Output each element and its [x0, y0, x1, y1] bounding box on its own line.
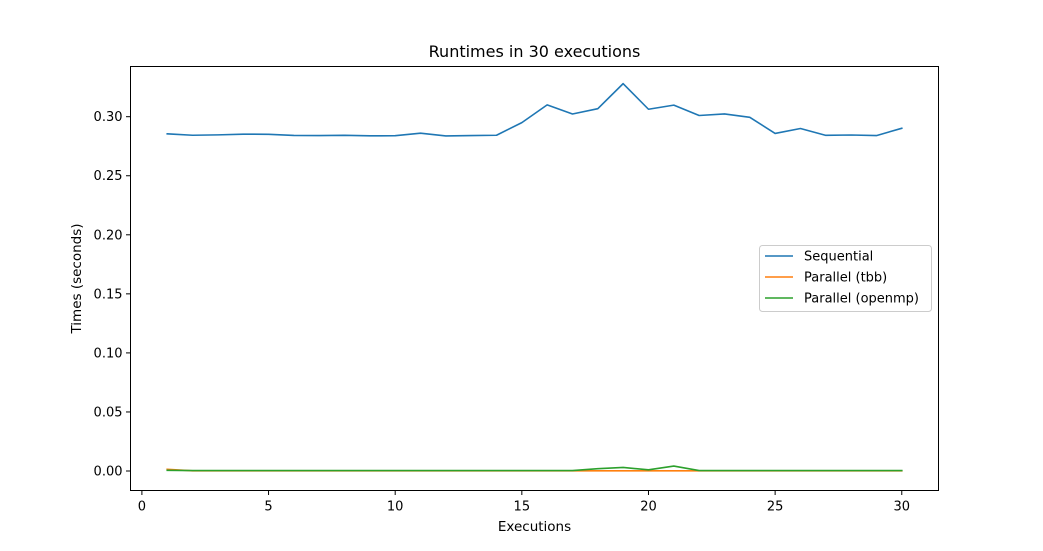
plot-area-frame: [130, 66, 939, 491]
legend-box: [759, 245, 932, 312]
x-tick-label: 0: [138, 500, 146, 515]
y-tick-label: 0.15: [94, 287, 123, 302]
x-tick-label: 15: [514, 500, 531, 515]
legend-items: Sequential Parallel (tbb) Parallel (openmp…: [765, 250, 919, 307]
y-tick-label: 0.20: [94, 228, 123, 243]
x-axis-ticks: 0 5 10 15 20 25 30: [138, 490, 910, 515]
x-tick-label: 20: [640, 500, 657, 515]
x-axis-label: Executions: [498, 519, 571, 535]
y-axis-label: Times (seconds): [69, 223, 85, 334]
legend-label-2: Parallel (tbb): [804, 271, 887, 286]
series-layer: [166, 82, 903, 472]
x-tick-label: 25: [767, 500, 784, 515]
x-tick-label: 5: [264, 500, 272, 515]
y-tick-label: 0.10: [94, 346, 123, 361]
y-tick-label: 0.30: [94, 110, 123, 125]
series-line-3: [166, 465, 903, 472]
x-tick-label: 30: [893, 500, 910, 515]
legend-label-1: Sequential: [804, 250, 873, 265]
chart-title: Runtimes in 30 executions: [429, 42, 641, 61]
y-tick-label: 0.05: [94, 405, 123, 420]
series-line-1: [166, 82, 903, 137]
legend-label-3: Parallel (openmp): [804, 292, 919, 307]
y-axis-ticks: 0.00 0.05 0.10 0.15 0.20 0.25 0.30: [94, 110, 131, 480]
y-tick-label: 0.25: [94, 169, 123, 184]
x-tick-label: 10: [387, 500, 404, 515]
y-tick-label: 0.00: [94, 465, 123, 480]
legend: Sequential Parallel (tbb) Parallel (openmp…: [759, 245, 932, 312]
